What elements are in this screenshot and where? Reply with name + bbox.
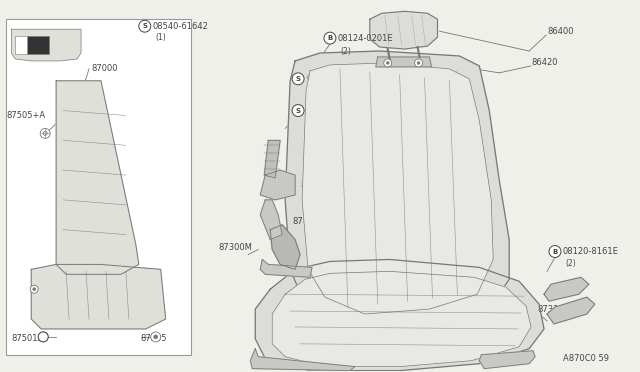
Circle shape	[30, 285, 38, 293]
Text: 87620P: 87620P	[429, 118, 461, 127]
Circle shape	[384, 59, 392, 67]
Polygon shape	[544, 277, 589, 301]
Circle shape	[38, 332, 48, 342]
Polygon shape	[12, 29, 81, 61]
Text: 87505+A: 87505+A	[6, 111, 45, 120]
Text: 08124-0201E: 08124-0201E	[338, 33, 394, 43]
Polygon shape	[260, 259, 312, 277]
Text: (2): (2)	[565, 259, 576, 268]
Polygon shape	[376, 57, 431, 67]
Circle shape	[386, 61, 389, 64]
Polygon shape	[272, 271, 531, 367]
Text: 87602: 87602	[431, 86, 458, 95]
Text: 87000: 87000	[91, 64, 118, 73]
Text: 86400: 86400	[547, 27, 573, 36]
Polygon shape	[260, 200, 282, 240]
FancyBboxPatch shape	[6, 19, 191, 355]
Circle shape	[139, 20, 151, 32]
Text: 87301M: 87301M	[318, 285, 352, 294]
Circle shape	[292, 73, 304, 85]
Text: (2): (2)	[340, 46, 351, 55]
Circle shape	[154, 335, 157, 339]
Polygon shape	[370, 11, 438, 49]
Text: 87501: 87501	[338, 310, 364, 318]
Polygon shape	[31, 264, 166, 329]
Text: 87311Q: 87311Q	[318, 255, 351, 264]
Text: 08543-51242: 08543-51242	[306, 74, 362, 83]
Circle shape	[417, 61, 420, 64]
Text: 87603: 87603	[431, 71, 458, 80]
Text: 87401: 87401	[292, 217, 319, 226]
Text: (1): (1)	[156, 33, 166, 42]
Polygon shape	[479, 351, 535, 369]
Circle shape	[41, 335, 45, 339]
Polygon shape	[264, 140, 280, 178]
Text: 87300E: 87300E	[318, 270, 350, 279]
Polygon shape	[255, 259, 544, 371]
Text: S: S	[296, 108, 301, 113]
Text: 87502: 87502	[440, 326, 466, 336]
Text: 87501A: 87501A	[12, 334, 44, 343]
FancyBboxPatch shape	[15, 36, 28, 54]
Text: 08340-40642: 08340-40642	[306, 106, 362, 115]
Polygon shape	[285, 51, 509, 329]
Text: 87505: 87505	[141, 334, 167, 343]
Circle shape	[292, 105, 304, 116]
Text: 87331N: 87331N	[537, 305, 570, 314]
Text: 87320N: 87320N	[318, 240, 351, 249]
Circle shape	[33, 288, 36, 291]
Text: (2): (2)	[308, 86, 319, 95]
Polygon shape	[250, 349, 355, 371]
Circle shape	[40, 128, 50, 138]
Text: 87532: 87532	[342, 349, 369, 358]
Text: 08540-61642: 08540-61642	[153, 22, 209, 31]
Polygon shape	[270, 225, 300, 269]
Text: 87300M: 87300M	[218, 243, 252, 252]
Text: 87402: 87402	[501, 305, 528, 314]
Text: 87611Q: 87611Q	[429, 133, 463, 142]
Text: B: B	[552, 248, 557, 254]
Text: 87560: 87560	[408, 302, 435, 312]
Circle shape	[44, 131, 47, 135]
Polygon shape	[260, 170, 295, 200]
Text: B: B	[327, 35, 333, 41]
Text: S: S	[296, 76, 301, 82]
Text: 87418: 87418	[308, 148, 335, 157]
Circle shape	[38, 332, 48, 342]
Polygon shape	[547, 297, 595, 324]
Text: 87600M: 87600M	[408, 101, 442, 110]
Polygon shape	[302, 63, 493, 314]
Text: 86420: 86420	[531, 58, 557, 67]
Text: 87601M: 87601M	[431, 101, 465, 110]
Text: (1): (1)	[308, 118, 319, 127]
Text: S: S	[142, 23, 147, 29]
Text: 87330: 87330	[300, 180, 327, 189]
Circle shape	[151, 332, 161, 342]
Text: 08120-8161E: 08120-8161E	[563, 247, 619, 256]
FancyBboxPatch shape	[28, 36, 49, 54]
Circle shape	[415, 59, 422, 67]
Text: 87503: 87503	[431, 154, 458, 163]
Polygon shape	[56, 81, 139, 274]
Circle shape	[324, 32, 336, 44]
Circle shape	[549, 246, 561, 257]
Text: A870C0 59: A870C0 59	[563, 354, 609, 363]
